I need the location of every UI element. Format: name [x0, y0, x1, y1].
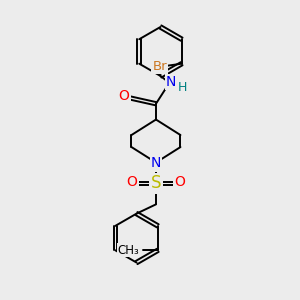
Text: N: N — [166, 75, 176, 89]
Text: O: O — [118, 89, 130, 103]
Text: H: H — [177, 81, 187, 94]
Text: Br: Br — [152, 60, 167, 73]
Text: CH₃: CH₃ — [118, 244, 140, 257]
Text: O: O — [174, 175, 185, 189]
Text: N: N — [151, 156, 161, 170]
Text: O: O — [127, 175, 137, 189]
Text: S: S — [151, 174, 161, 192]
